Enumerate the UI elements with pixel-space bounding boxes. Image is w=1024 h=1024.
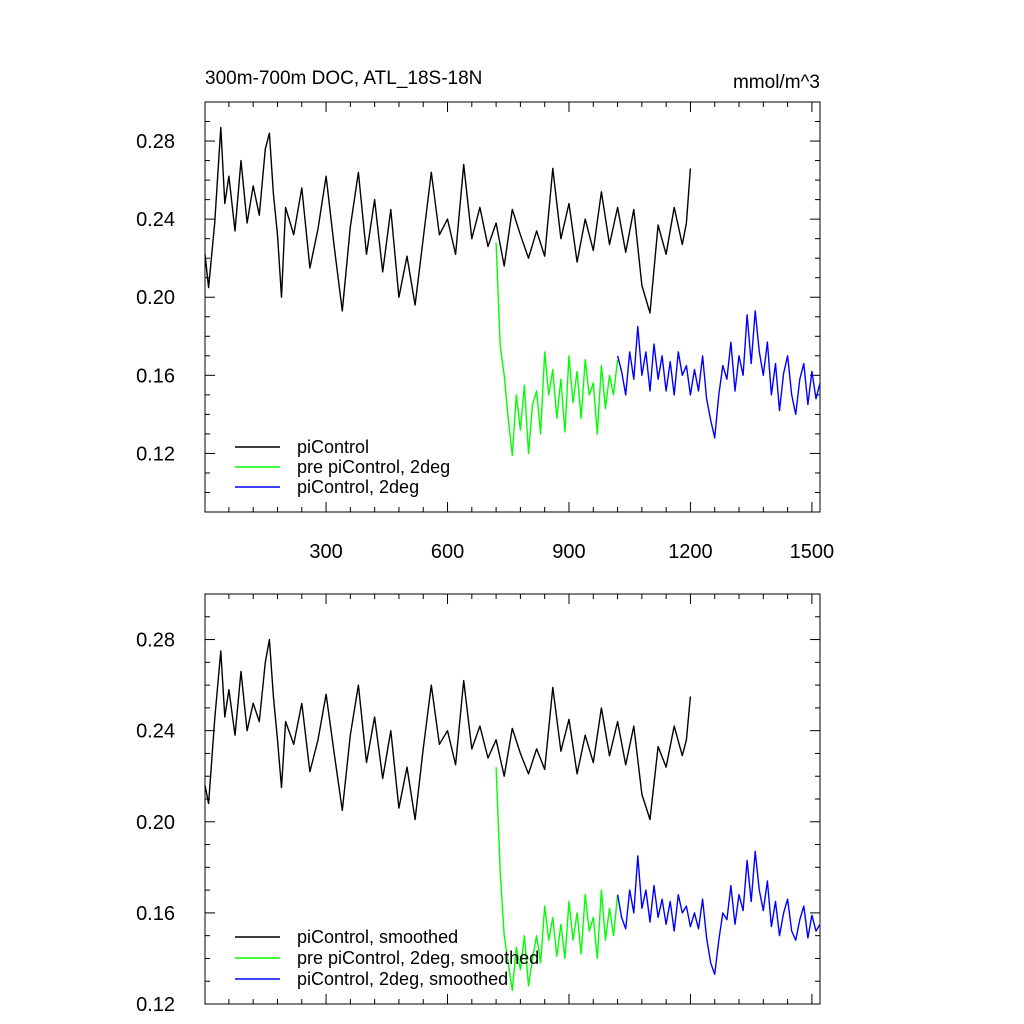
y-tick-label: 0.16 (136, 365, 175, 387)
x-tick-label: 1200 (668, 541, 713, 563)
x-tick-label: 1500 (790, 541, 835, 563)
y-tick-label: 0.20 (136, 812, 175, 834)
series-line-pre-picontrol-2deg-smoothed (495, 767, 619, 991)
y-tick-label: 0.24 (136, 721, 175, 743)
y-tick-label: 0.12 (136, 994, 175, 1016)
x-tick-label: 600 (431, 541, 464, 563)
top-series (204, 126, 821, 457)
bottom-panel: 0.12 0.16 0.20 0.24 0.28 piControl, smoothed… (136, 593, 821, 1016)
top-panel: 300m-700m DOC, ATL_18S-18N mmol/m^3 300 6… (136, 68, 834, 563)
bottom-series (204, 638, 821, 991)
legend-label: piControl, smoothed (297, 927, 458, 947)
legend-label: pre piControl, 2deg (297, 457, 450, 477)
x-tick-label: 900 (552, 541, 585, 563)
legend-label: piControl, 2deg, smoothed (297, 969, 508, 989)
series-line-picontrol (204, 126, 692, 314)
units-label: mmol/m^3 (733, 72, 820, 93)
y-tick-label: 0.28 (136, 131, 175, 153)
top-plot-frame (204, 101, 821, 513)
y-tick-label: 0.24 (136, 209, 175, 231)
series-line-pre-picontrol-2deg (495, 242, 619, 457)
y-tick-label: 0.16 (136, 903, 175, 925)
series-line-picontrol-smoothed (204, 638, 692, 821)
legend-label: pre piControl, 2deg, smoothed (297, 948, 539, 968)
y-tick-label: 0.20 (136, 287, 175, 309)
top-ticks: 300 600 900 1200 1500 0.12 0.16 0.20 0.24 0.28 (136, 101, 835, 563)
y-tick-label: 0.12 (136, 443, 175, 465)
series-line-picontrol-2deg-smoothed (616, 850, 821, 976)
x-tick-label: 300 (309, 541, 342, 563)
bottom-ticks: 0.12 0.16 0.20 0.24 0.28 (136, 593, 820, 1016)
series-line-picontrol-2deg (616, 310, 821, 439)
legend-label: piControl, 2deg (297, 477, 419, 497)
legend-label: piControl (297, 437, 369, 457)
y-tick-label: 0.28 (136, 630, 175, 652)
chart-title: 300m-700m DOC, ATL_18S-18N (205, 68, 482, 89)
